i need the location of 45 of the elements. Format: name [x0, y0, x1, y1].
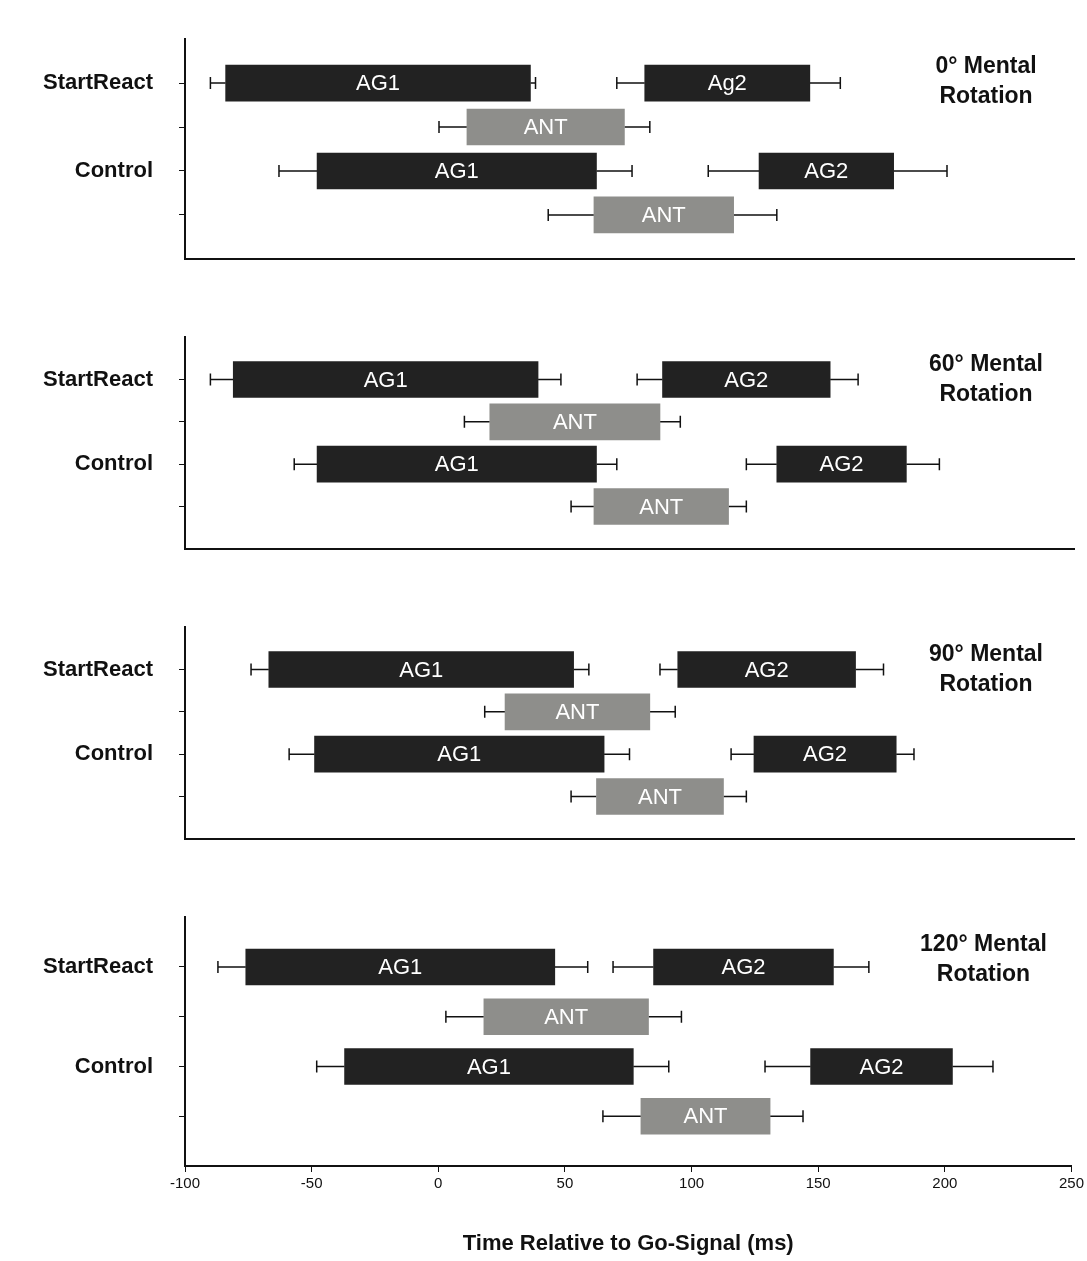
data-label: AG1 [399, 656, 444, 682]
data-label: AG1 [434, 451, 479, 477]
x-tick-label: 150 [805, 1174, 831, 1192]
data-label: AG2 [744, 656, 789, 682]
y-tick-label: Control [74, 157, 153, 183]
data-label: AG2 [804, 158, 849, 184]
data-label: AG1 [434, 158, 479, 184]
y-tick-label: StartReact [42, 953, 154, 979]
data-label: ANT [555, 698, 600, 724]
x-tick-label: 0 [434, 1174, 443, 1192]
data-label: AG1 [437, 741, 482, 767]
text: 0° Mental Rotation [935, 51, 1037, 108]
data-label: AG1 [378, 954, 423, 980]
x-tick-label: 100 [679, 1174, 705, 1192]
x-tick-label: 250 [1058, 1174, 1084, 1192]
data-label: AG2 [859, 1053, 904, 1079]
x-tick-label: 200 [932, 1174, 958, 1192]
data-label: AG2 [721, 954, 766, 980]
data-label: AG1 [363, 366, 408, 392]
x-tick-label: -50 [300, 1174, 323, 1192]
data-label: AG2 [819, 451, 864, 477]
data-label: ANT [637, 783, 682, 809]
text: 90° Mental Rotation [928, 639, 1044, 696]
y-tick-label: StartReact [42, 69, 154, 95]
y-tick-label: StartReact [42, 655, 154, 681]
y-tick-label: StartReact [42, 365, 154, 391]
data-label: AG1 [466, 1053, 511, 1079]
y-tick-label: Control [74, 740, 153, 766]
y-tick-label: Control [74, 1052, 153, 1078]
x-tick-label: -100 [169, 1174, 201, 1192]
data-label: ANT [552, 408, 597, 434]
data-label: ANT [641, 201, 686, 227]
text: 60° Mental Rotation [928, 349, 1044, 406]
data-label: AG2 [803, 741, 848, 767]
data-label: AG2 [724, 366, 769, 392]
data-label: AG1 [356, 70, 401, 96]
x-tick-label: 50 [556, 1174, 574, 1192]
data-label: ANT [544, 1003, 589, 1029]
data-label: ANT [523, 114, 568, 140]
text: 120° Mental Rotation [920, 929, 1047, 986]
x-axis-title: Time Relative to Go-Signal (ms) [462, 1229, 794, 1255]
data-label: Ag2 [707, 70, 747, 96]
y-tick-label: Control [74, 450, 153, 476]
data-label: ANT [639, 493, 684, 519]
data-label: ANT [683, 1103, 728, 1129]
